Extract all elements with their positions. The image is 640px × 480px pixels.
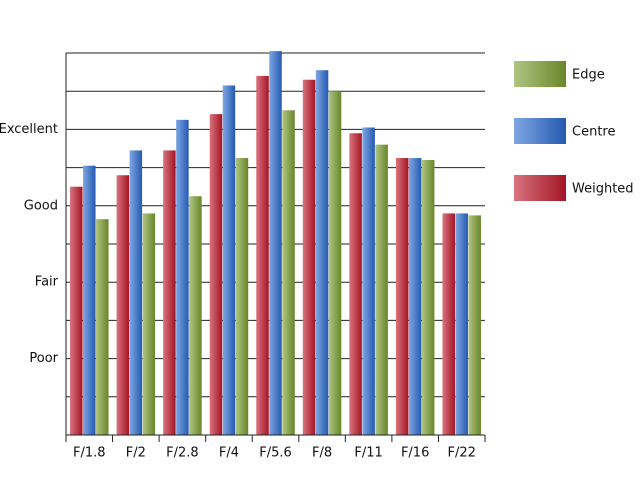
- bar: [235, 158, 249, 436]
- bar: [163, 150, 176, 435]
- legend-swatch: [514, 118, 566, 144]
- bar: [70, 186, 83, 435]
- y-tick-label: Fair: [35, 275, 59, 290]
- legend-swatch: [514, 61, 566, 87]
- bar: [282, 110, 295, 436]
- x-tick-label: F/5.6: [259, 446, 292, 461]
- bar: [176, 119, 189, 435]
- bar: [468, 215, 481, 435]
- bar: [222, 85, 236, 435]
- bar: [209, 114, 223, 436]
- x-tick-label: F/2: [126, 446, 146, 461]
- bar: [408, 158, 422, 436]
- y-tick-label: Excellent: [0, 122, 58, 137]
- y-tick-label: Good: [24, 198, 58, 213]
- bar: [375, 144, 388, 435]
- bar: [302, 79, 316, 436]
- bar: [455, 213, 468, 435]
- bar: [189, 196, 202, 435]
- bar: [96, 219, 109, 435]
- bar: [142, 213, 156, 435]
- x-tick-label: F/8: [312, 446, 332, 461]
- x-tick-label: F/16: [401, 446, 429, 461]
- bar: [256, 75, 269, 436]
- bar: [362, 127, 375, 436]
- bar: [328, 91, 342, 435]
- bar: [315, 70, 329, 435]
- x-tick-label: F/1.8: [73, 446, 106, 461]
- x-tick-label: F/4: [219, 446, 239, 461]
- x-tick-label: F/11: [354, 446, 382, 461]
- bar: [442, 213, 455, 435]
- legend-label: Edge: [572, 68, 605, 83]
- bar: [116, 175, 130, 436]
- legend-label: Centre: [572, 125, 615, 140]
- bar: [269, 51, 282, 436]
- legend-label: Weighted: [572, 182, 634, 197]
- x-tick-label: F/2.8: [166, 446, 199, 461]
- bar: [421, 159, 435, 435]
- bar: [395, 158, 409, 436]
- bar: [83, 165, 96, 435]
- bar: [129, 150, 143, 435]
- y-tick-label: Poor: [29, 351, 58, 366]
- x-tick-label: F/22: [448, 446, 476, 461]
- bar: [349, 133, 362, 435]
- legend-swatch: [514, 175, 566, 201]
